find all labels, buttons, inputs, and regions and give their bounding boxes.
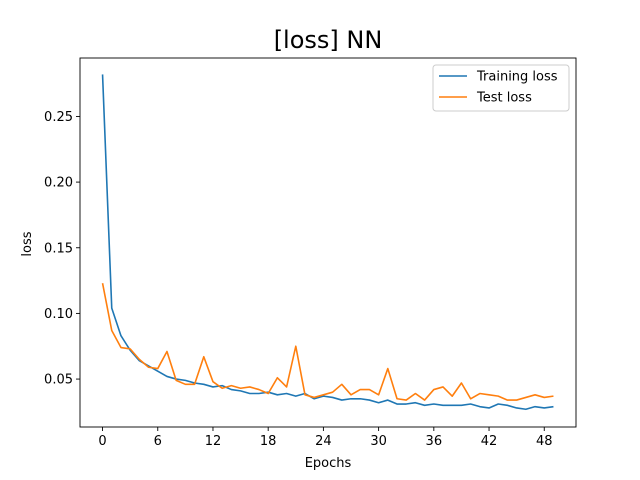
y-axis-label: loss <box>20 231 35 256</box>
x-tick-label: 6 <box>154 434 162 449</box>
x-tick-label: 18 <box>260 434 277 449</box>
legend-label-test-loss: Test loss <box>476 91 532 106</box>
x-tick-label: 24 <box>315 434 332 449</box>
x-tick-label: 0 <box>98 434 106 449</box>
y-tick-label: 0.15 <box>44 241 73 256</box>
x-tick-label: 30 <box>370 434 387 449</box>
axes-frame <box>79 57 577 428</box>
x-tick-label: 36 <box>426 434 443 449</box>
y-tick-label: 0.10 <box>44 307 73 322</box>
series-line-training-loss <box>101 74 554 411</box>
plot-area: 0 6 12 18 24 30 36 42 48 0.05 0.10 0.15 0.20 0.25 Trai… <box>44 57 577 449</box>
x-tick-label: 42 <box>481 434 498 449</box>
chart-title: [loss] NN <box>274 26 383 54</box>
x-tick-label: 48 <box>536 434 553 449</box>
series-line-test-loss <box>101 283 554 401</box>
x-axis-label: Epochs <box>305 456 352 471</box>
y-tick-label: 0.25 <box>44 110 73 125</box>
x-tick-label: 12 <box>205 434 222 449</box>
legend-label-training-loss: Training loss <box>476 70 558 85</box>
y-tick-label: 0.05 <box>44 373 73 388</box>
y-tick-label: 0.20 <box>44 176 73 191</box>
